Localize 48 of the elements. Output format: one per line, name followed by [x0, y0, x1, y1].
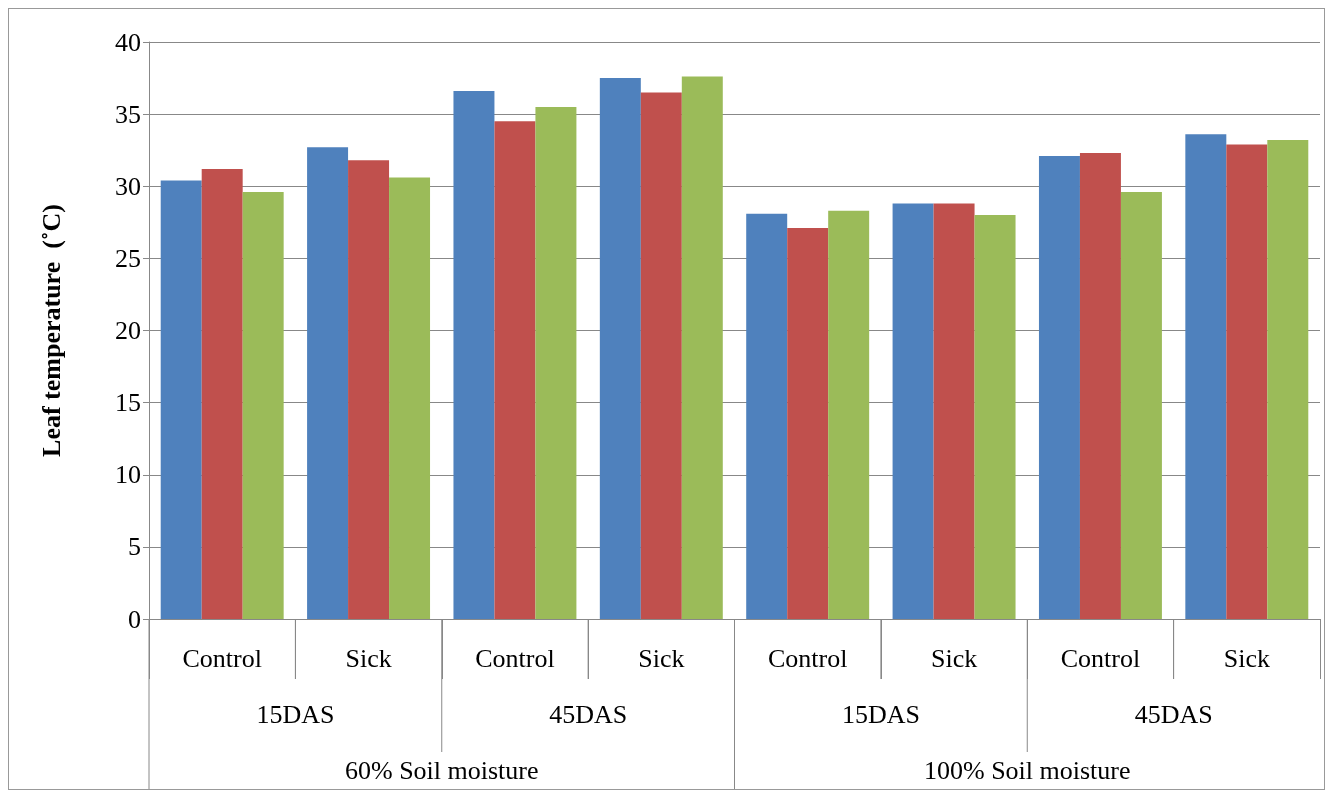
y-tick-label: 20 — [115, 316, 141, 345]
bar — [348, 160, 390, 619]
bar — [494, 121, 536, 619]
bar — [1185, 134, 1227, 619]
x-tick-label: Control — [1060, 643, 1141, 673]
bar — [201, 168, 243, 619]
bar — [1267, 140, 1309, 619]
y-axis-title: Leaf temperature (˚C) — [36, 204, 66, 457]
y-tick-label: 10 — [115, 460, 141, 490]
bar — [681, 76, 723, 619]
bar — [892, 203, 934, 619]
x-tick-label: Control — [767, 643, 848, 673]
bar — [974, 215, 1016, 619]
text: 60% Soil moisture — [344, 755, 539, 785]
y-tick-label: 25 — [115, 243, 141, 273]
y-tick-label: 35 — [115, 99, 141, 129]
x-tick-label: Sick — [930, 643, 978, 673]
bar — [242, 192, 284, 619]
text: 45DAS — [1134, 699, 1213, 729]
y-tick-label: 15 — [115, 388, 141, 418]
y-tick-label: 5 — [128, 532, 141, 562]
bar — [640, 92, 682, 619]
bar — [307, 147, 349, 619]
text: 15DAS — [256, 699, 335, 729]
x-tick-label: Sick — [638, 643, 685, 673]
bar — [1226, 144, 1268, 619]
bar — [599, 78, 641, 619]
bar — [1120, 192, 1162, 619]
text: 100% Soil moisture — [923, 755, 1131, 785]
bar — [535, 106, 577, 619]
x-tick-label: Sick — [345, 643, 392, 673]
bar — [453, 91, 495, 619]
bar — [933, 203, 975, 619]
bar — [746, 213, 788, 619]
x-tick-label: Sick — [1223, 643, 1270, 673]
bar — [389, 177, 431, 619]
y-tick-label: 30 — [115, 171, 141, 201]
x-tick-label: Control — [475, 643, 555, 673]
text: 15DAS — [841, 699, 920, 729]
y-tick-label: 40 — [115, 27, 141, 57]
bar — [787, 228, 829, 619]
x-tick-label: Control — [182, 643, 262, 673]
text: 45DAS — [549, 699, 628, 729]
y-tick-label: 0 — [128, 604, 141, 634]
bar — [1038, 155, 1080, 619]
bar — [160, 180, 202, 619]
bar — [828, 210, 870, 619]
bar — [1079, 153, 1121, 619]
